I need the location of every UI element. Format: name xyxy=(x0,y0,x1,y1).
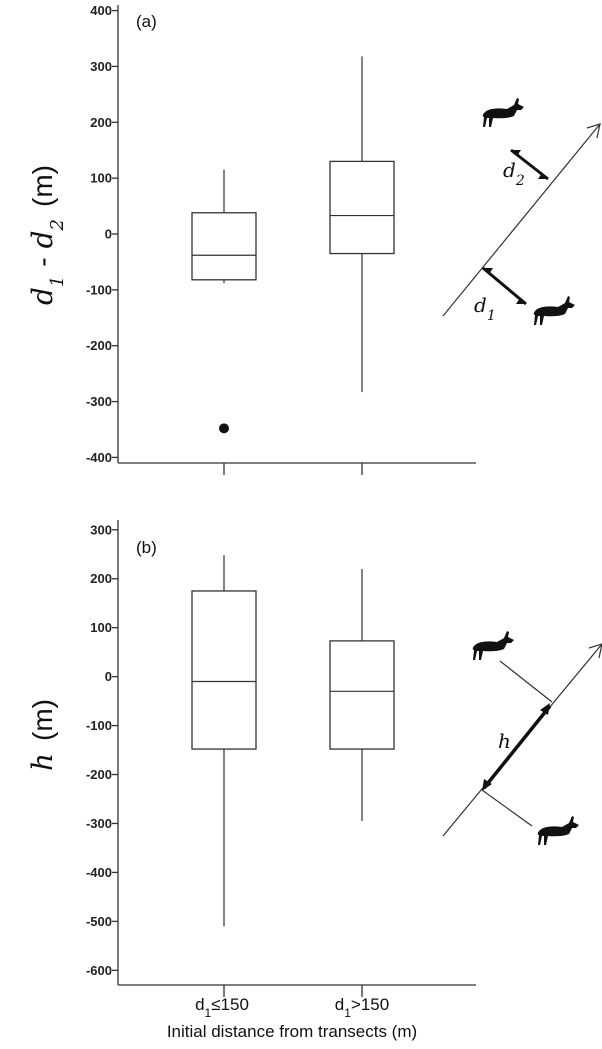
x-category-label-1: d1≤150 xyxy=(195,995,249,1020)
label-h: h xyxy=(498,729,511,753)
box-b2 xyxy=(329,640,395,750)
y-tick-label-a: 0 xyxy=(105,227,112,242)
y-tick-label-a: 300 xyxy=(90,59,112,74)
box-b1 xyxy=(191,590,257,750)
box-a1 xyxy=(191,212,257,281)
label-d2: d2 xyxy=(503,158,525,189)
x-category-label-2: d1>150 xyxy=(335,995,389,1020)
panel-b-label: (b) xyxy=(136,538,157,557)
distance-arrow-d1-heads xyxy=(483,268,526,304)
label-d1: d1 xyxy=(474,293,496,324)
distance-arrow-h-heads xyxy=(482,703,550,791)
y-tick-label-b: 0 xyxy=(105,669,112,684)
perpendicular-line-top xyxy=(499,660,553,703)
y-tick-label-b: -600 xyxy=(86,963,112,978)
y-tick-label-a: -200 xyxy=(86,338,112,353)
deer-icon xyxy=(472,631,514,660)
perpendicular-line-bottom xyxy=(481,789,533,827)
deer-icon xyxy=(482,98,524,127)
y-tick-label-a: 400 xyxy=(90,3,112,18)
y-tick-label-b: -100 xyxy=(86,718,112,733)
distance-arrow-d1 xyxy=(482,266,527,306)
distance-arrow-d2-heads xyxy=(511,150,548,179)
y-tick-label-a: -100 xyxy=(86,282,112,297)
y-tick-label-a: -300 xyxy=(86,394,112,409)
y-tick-label-a: -400 xyxy=(86,450,112,465)
x-axis-title: Initial distance from transects (m) xyxy=(167,1022,417,1041)
distance-arrow-h xyxy=(482,704,552,790)
deer-icon xyxy=(537,816,579,845)
outlier-point-a1 xyxy=(219,423,229,434)
panel-a-label: (a) xyxy=(136,12,157,31)
panel-b-ylabel: h(m) xyxy=(26,699,59,771)
y-tick-label-b: -200 xyxy=(86,767,112,782)
transect-arrowhead-a xyxy=(586,123,601,139)
y-tick-label-a: 100 xyxy=(90,171,112,186)
deer-icon xyxy=(533,296,575,325)
y-tick-label-b: 100 xyxy=(90,620,112,635)
transect-arrowhead-b xyxy=(588,643,602,659)
panel-b-diagram: h xyxy=(442,631,602,845)
y-tick-label-b: 200 xyxy=(90,571,112,586)
y-tick-label-b: 300 xyxy=(90,522,112,537)
y-tick-label-b: -500 xyxy=(86,914,112,929)
panel-a-diagram: d2 d1 xyxy=(442,98,601,325)
transect-line-a xyxy=(442,123,601,317)
y-tick-label-a: 200 xyxy=(90,115,112,130)
box-a2 xyxy=(329,160,395,255)
y-tick-label-b: -400 xyxy=(86,865,112,880)
panel-a-ylabel: d1 - d2(m) xyxy=(26,165,68,305)
y-tick-label-b: -300 xyxy=(86,816,112,831)
